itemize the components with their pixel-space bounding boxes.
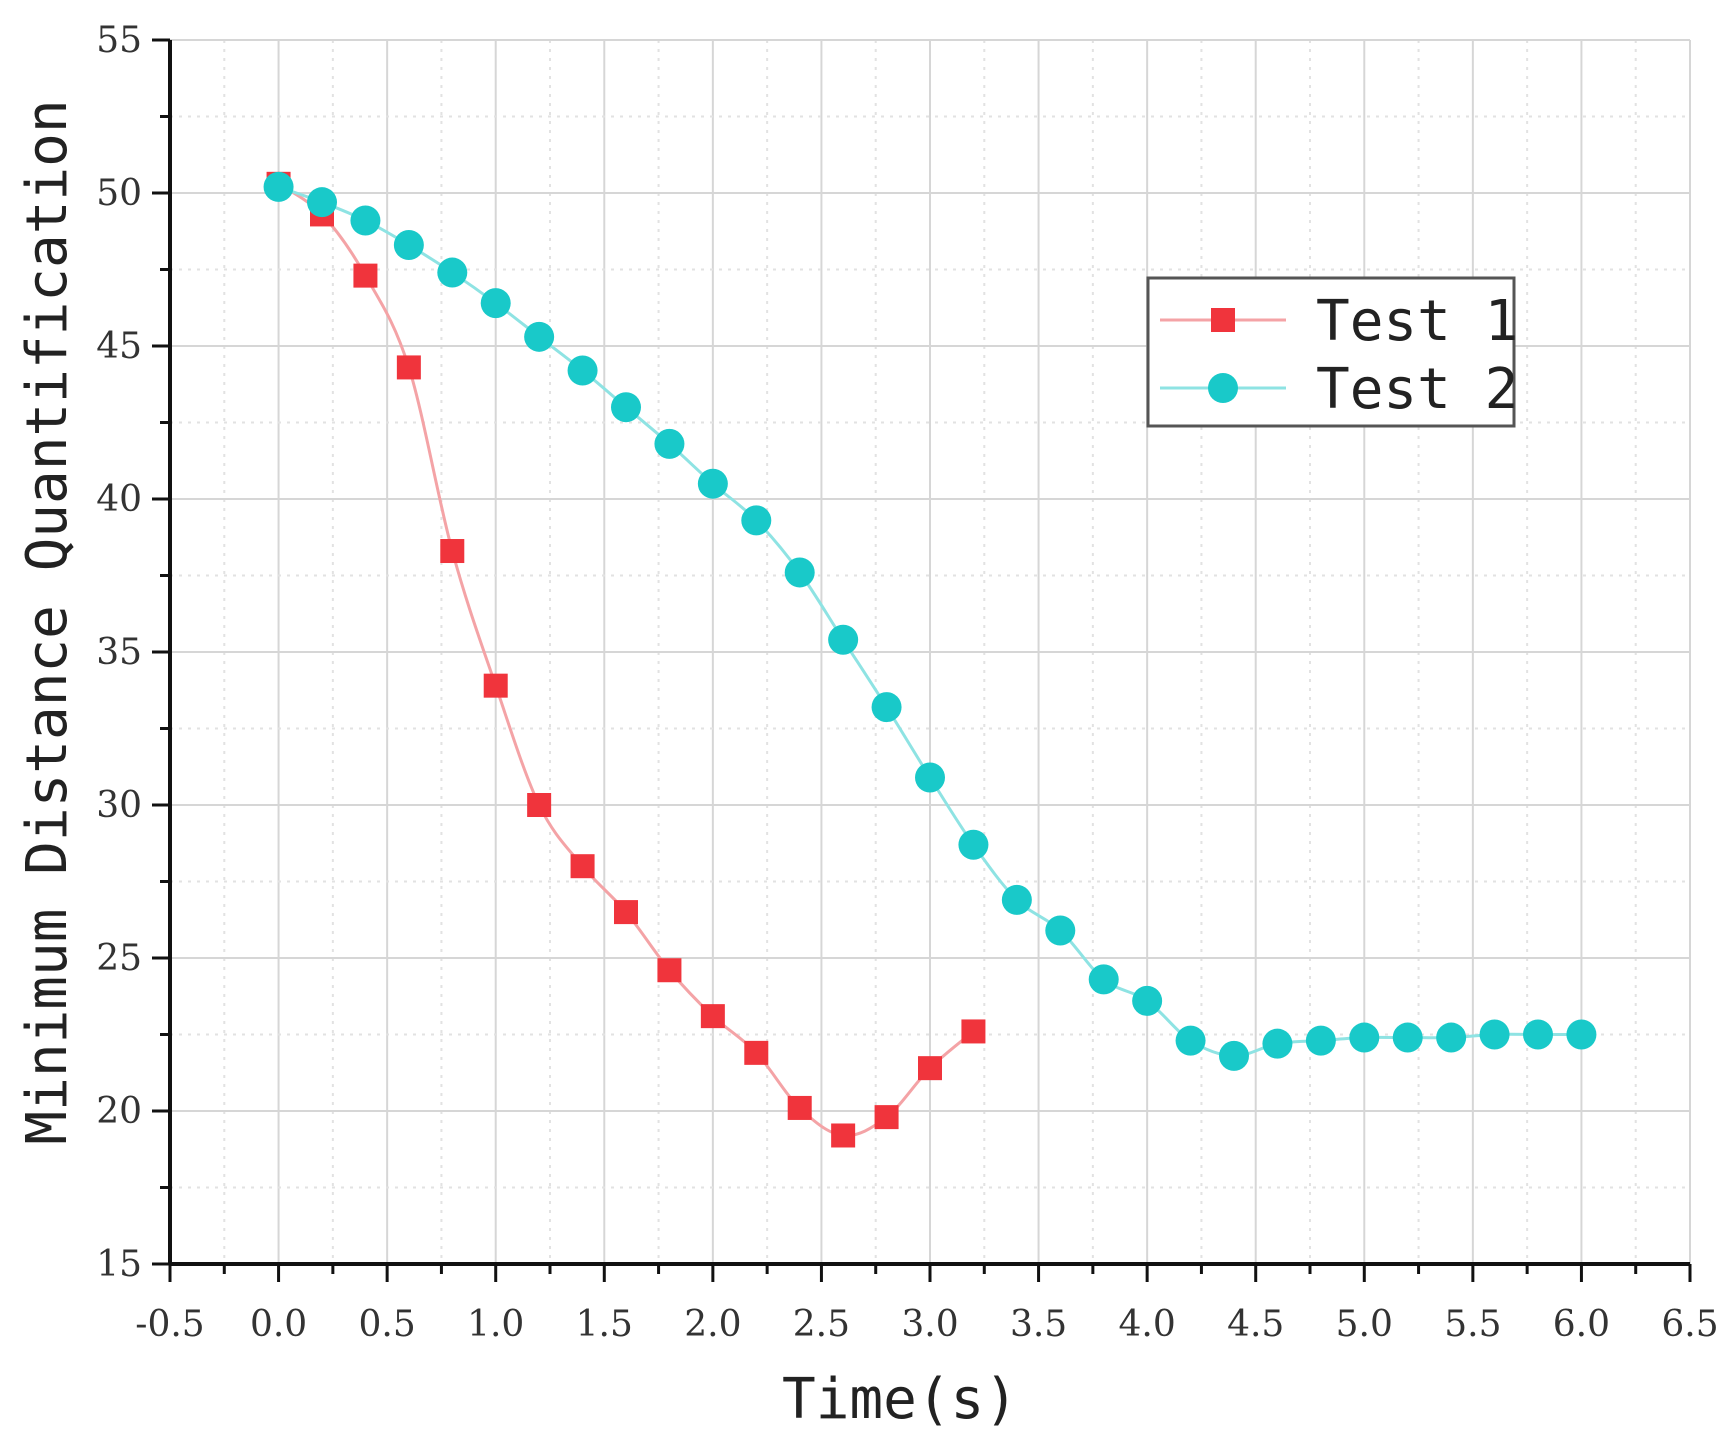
legend-marker — [1208, 373, 1238, 403]
y-tick-label: 50 — [96, 173, 142, 214]
data-point — [1392, 1022, 1423, 1053]
data-point — [307, 187, 337, 218]
data-point — [831, 1123, 856, 1148]
legend-box — [1146, 276, 1516, 428]
series-2 — [263, 171, 1597, 1071]
y-tick-label: 25 — [96, 938, 142, 979]
y-tick-label: 15 — [96, 1244, 142, 1285]
legend-entry: Test 1 — [1160, 289, 1518, 354]
y-tick-label: 35 — [96, 632, 142, 673]
data-point — [524, 321, 555, 352]
axis-ticks — [152, 38, 1692, 1282]
x-tick-label: 5.0 — [1336, 1304, 1393, 1345]
data-point — [480, 288, 511, 319]
data-point — [1045, 915, 1076, 946]
x-tick-label: 5.5 — [1444, 1304, 1501, 1345]
legend-label: Test 1 — [1316, 289, 1518, 354]
y-tick-label: 55 — [96, 20, 142, 61]
x-tick-label: -0.5 — [135, 1304, 204, 1345]
x-tick-label: 6.0 — [1553, 1304, 1610, 1345]
x-tick-label: 2.0 — [684, 1304, 741, 1345]
data-point — [741, 505, 772, 536]
data-point — [393, 230, 424, 261]
data-point — [1523, 1019, 1553, 1050]
data-point — [437, 257, 468, 288]
data-point — [1088, 964, 1119, 995]
data-point — [567, 355, 598, 386]
data-point — [263, 171, 294, 202]
data-point — [483, 673, 508, 698]
data-point — [440, 539, 465, 564]
data-point — [874, 1105, 899, 1130]
data-point — [527, 793, 552, 817]
x-tick-label: 2.5 — [793, 1304, 850, 1345]
tick-labels: -0.5 0.0 0.5 1.0 1.5 2.0 2.5 3.0 3.5 4.0 4.5 5.0 5.5… — [96, 20, 1718, 1345]
x-axis-title: Time(s) — [782, 1367, 1018, 1432]
data-point — [570, 854, 595, 879]
x-tick-label: 4.5 — [1227, 1304, 1284, 1345]
data-point — [1219, 1040, 1249, 1071]
data-point — [1175, 1025, 1206, 1056]
data-point — [787, 1095, 812, 1120]
data-point — [654, 428, 685, 459]
legend-label: Test 2 — [1316, 357, 1518, 422]
y-axis-title: Minimum Distance Quantification — [15, 99, 80, 1144]
y-tick-label: 20 — [96, 1091, 142, 1132]
data-point — [918, 1056, 942, 1081]
grid-lines — [170, 39, 1691, 1264]
data-point — [614, 900, 638, 925]
series-line — [277, 182, 975, 1138]
y-tick-label: 30 — [96, 785, 142, 826]
x-tick-label: 4.0 — [1119, 1304, 1176, 1345]
x-tick-label: 0.5 — [359, 1304, 416, 1345]
data-point — [353, 263, 378, 288]
data-point — [1305, 1025, 1336, 1056]
data-point — [396, 355, 421, 380]
data-point — [1262, 1028, 1293, 1059]
data-point — [1349, 1022, 1380, 1053]
x-tick-label: 3.5 — [1010, 1304, 1067, 1345]
data-point — [700, 1004, 725, 1029]
y-tick-label: 40 — [96, 479, 142, 520]
x-tick-label: 0.0 — [250, 1304, 307, 1345]
data-point — [744, 1040, 769, 1065]
data-point — [1436, 1022, 1467, 1053]
series-1 — [266, 171, 986, 1148]
x-tick-label: 3.0 — [901, 1304, 958, 1345]
data-point — [915, 762, 945, 793]
data-point — [697, 468, 728, 499]
data-point — [1479, 1019, 1510, 1050]
data-point — [1132, 985, 1163, 1016]
x-tick-label: 1.0 — [467, 1304, 524, 1345]
legend-entry: Test 2 — [1160, 357, 1518, 422]
data-point — [961, 1019, 986, 1044]
y-tick-label: 45 — [96, 326, 142, 367]
data-point — [1001, 884, 1032, 915]
data-point — [784, 557, 815, 588]
x-tick-label: 6.5 — [1661, 1304, 1718, 1345]
data-point — [350, 205, 381, 236]
data-point — [657, 958, 682, 983]
data-point — [611, 392, 641, 423]
data-point — [871, 692, 902, 723]
series-layer — [263, 171, 1597, 1148]
data-point — [958, 829, 989, 860]
data-point — [828, 624, 859, 655]
x-tick-label: 1.5 — [576, 1304, 633, 1345]
legend-marker — [1211, 308, 1235, 332]
data-point — [1566, 1019, 1597, 1050]
